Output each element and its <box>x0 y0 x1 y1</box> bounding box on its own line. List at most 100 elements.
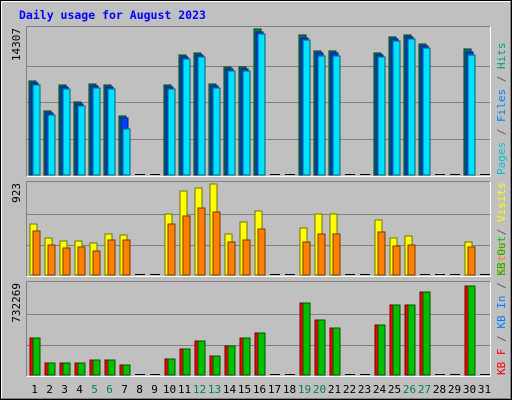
legend-entry: Pages <box>495 142 508 175</box>
bar-sites-day-4 <box>77 246 86 276</box>
day-label: 27 <box>418 383 431 396</box>
day-label: 23 <box>358 383 371 396</box>
legend-entry: Visits <box>495 182 508 222</box>
panel-max-label: 14307 <box>10 28 23 61</box>
day-label: 29 <box>448 383 461 396</box>
bar-sites-day-13 <box>212 211 221 276</box>
day-label: 10 <box>163 383 176 396</box>
day-label: 18 <box>283 383 296 396</box>
bar-sites-day-21 <box>332 233 341 276</box>
bar-kb-out-day-15 <box>242 337 251 376</box>
day-label: 17 <box>268 383 281 396</box>
day-axis-labels: 1 2 3 4 5 6 7 8 9 10 11 12 13 14 15 16 17 18 19 20 21 22 23 24 2… <box>31 383 491 396</box>
bar-sites-day-6 <box>107 239 116 276</box>
bar-pages-day-19 <box>302 39 311 176</box>
bar-kb-out-day-25 <box>392 304 401 376</box>
day-label: 31 <box>478 383 491 396</box>
day-label: 26 <box>403 383 416 396</box>
legend-entry: Hits <box>495 43 508 70</box>
legend-entry: KB In <box>495 296 508 329</box>
legend-entry: / <box>495 222 508 242</box>
bar-pages-day-24 <box>377 56 386 176</box>
legend-entry: / <box>495 122 508 142</box>
day-label: 16 <box>253 383 266 396</box>
day-label: 8 <box>136 383 143 396</box>
bar-pages-day-1 <box>32 84 41 176</box>
bar-pages-day-30 <box>467 54 476 176</box>
bar-kb-out-day-11 <box>182 348 191 376</box>
bar-kb-out-day-13 <box>212 355 221 376</box>
day-label: 15 <box>238 383 251 396</box>
day-label: 1 <box>31 383 38 396</box>
legend-entry: / <box>495 69 508 89</box>
bar-kb-out-day-6 <box>107 359 116 376</box>
bar-sites-day-7 <box>122 239 131 276</box>
bar-sites-day-5 <box>92 250 101 276</box>
panel-max-label: 923 <box>10 183 23 203</box>
bar-pages-day-16 <box>257 33 266 176</box>
bar-pages-day-13 <box>212 87 221 176</box>
legend-entry: / <box>495 329 508 349</box>
bar-kb-out-day-5 <box>92 359 101 376</box>
bar-sites-day-11 <box>182 215 191 276</box>
bar-sites-day-24 <box>377 231 386 276</box>
bar-pages-day-15 <box>242 70 251 176</box>
bar-pages-day-20 <box>317 55 326 176</box>
bar-pages-day-21 <box>332 55 341 176</box>
chart-title: Daily usage for August 2023 <box>19 8 206 22</box>
panel-legend: KB F / KB In / KB Out <box>495 236 508 375</box>
panel-legend: Sites / Visits <box>495 182 508 275</box>
bar-sites-day-12 <box>197 207 206 276</box>
bar-sites-day-19 <box>302 241 311 276</box>
bar-pages-day-14 <box>227 70 236 176</box>
bar-sites-day-1 <box>32 230 41 276</box>
bar-pages-day-7 <box>122 128 131 176</box>
bar-kb-out-day-19 <box>302 302 311 376</box>
day-label: 5 <box>91 383 98 396</box>
bar-kb-out-day-20 <box>317 319 326 376</box>
day-label: 24 <box>373 383 387 396</box>
day-label: 19 <box>298 383 311 396</box>
day-label: 28 <box>433 383 446 396</box>
bar-sites-day-16 <box>257 228 266 276</box>
bar-sites-day-26 <box>407 244 416 276</box>
bar-kb-out-day-1 <box>32 337 41 376</box>
bar-pages-day-26 <box>407 38 416 176</box>
bar-kb-out-day-27 <box>422 291 431 376</box>
bar-kb-out-day-10 <box>167 358 176 376</box>
day-label: 14 <box>223 383 237 396</box>
bar-kb-out-day-26 <box>407 304 416 376</box>
panel-legend: Pages / Files / Hits <box>495 43 508 176</box>
day-label: 3 <box>61 383 68 396</box>
day-label: 22 <box>343 383 356 396</box>
legend-entry: Sites <box>495 242 508 275</box>
day-label: 7 <box>121 383 128 396</box>
day-label: 20 <box>313 383 326 396</box>
panel-max-label: 732269 <box>10 283 23 323</box>
day-label: 9 <box>151 383 158 396</box>
bar-kb-out-day-3 <box>62 362 71 376</box>
bar-kb-out-day-7 <box>122 364 131 376</box>
day-label: 25 <box>388 383 401 396</box>
bar-pages-day-4 <box>77 105 86 176</box>
legend-entry: Files <box>495 89 508 122</box>
bar-kb-out-day-14 <box>227 345 236 376</box>
day-label: 11 <box>178 383 191 396</box>
legend-entry: KB F <box>495 349 508 376</box>
bar-kb-out-day-30 <box>467 285 476 376</box>
bar-pages-day-10 <box>167 88 176 176</box>
day-label: 21 <box>328 383 341 396</box>
bar-sites-day-14 <box>227 241 236 276</box>
day-label: 13 <box>208 383 221 396</box>
bar-sites-day-3 <box>62 247 71 276</box>
bar-kb-out-day-2 <box>47 362 56 376</box>
chart-panels: 14307 Pages / Files / Hits 923 Sites / Visi… <box>10 26 508 377</box>
bar-sites-day-25 <box>392 245 401 276</box>
bar-kb-out-day-4 <box>77 362 86 376</box>
day-label: 12 <box>193 383 206 396</box>
day-label: 4 <box>76 383 83 396</box>
bar-pages-day-6 <box>107 88 116 176</box>
bar-kb-out-day-16 <box>257 332 266 376</box>
